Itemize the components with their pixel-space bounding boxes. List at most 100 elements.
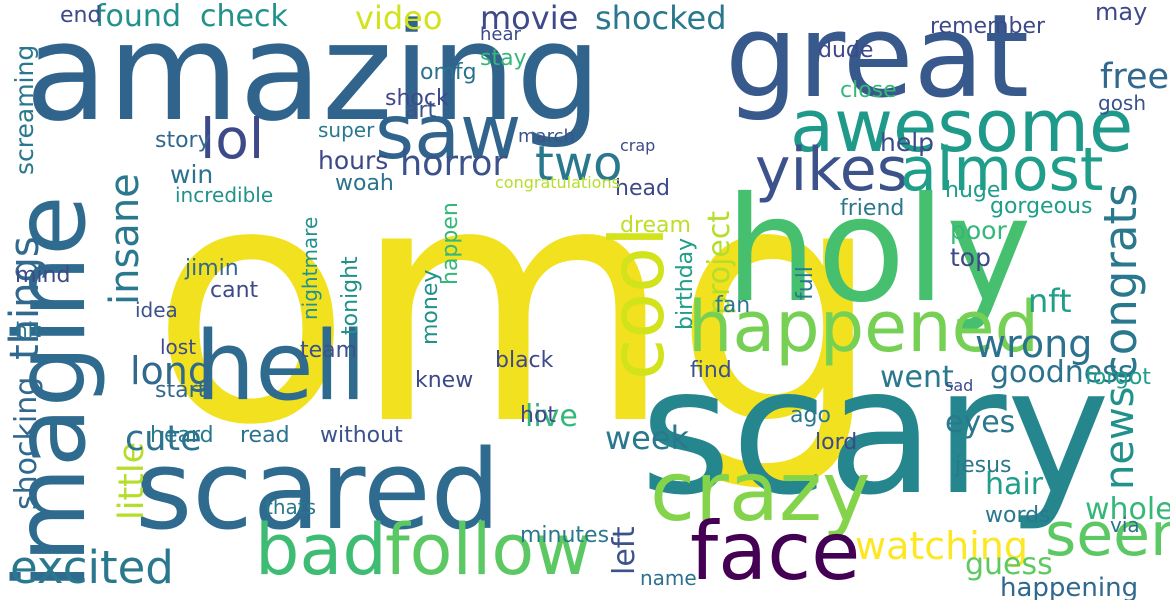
cloud-word: gorgeous xyxy=(990,194,1093,219)
cloud-word: happen xyxy=(438,202,463,285)
cloud-word: poor xyxy=(950,216,1007,245)
cloud-word: help xyxy=(880,128,935,157)
cloud-word: huge xyxy=(945,178,1001,203)
cloud-word: hours xyxy=(318,146,389,175)
cloud-word: bad xyxy=(255,509,387,591)
cloud-word: incredible xyxy=(175,183,274,207)
cloud-word: find xyxy=(690,358,732,383)
cloud-word: face xyxy=(690,505,861,598)
cloud-word: hair xyxy=(985,467,1044,502)
cloud-word: start xyxy=(155,378,207,403)
cloud-word: nightmare xyxy=(298,216,322,320)
cloud-word: lol xyxy=(200,107,265,171)
cloud-word: check xyxy=(200,0,288,34)
cloud-word: head xyxy=(615,176,670,201)
cloud-word: shocking xyxy=(9,376,44,510)
cloud-word: happened xyxy=(688,286,1040,368)
cloud-word: news xyxy=(1097,386,1143,490)
cloud-word: omg xyxy=(150,113,883,497)
cloud-word: congrats xyxy=(1094,183,1147,380)
cloud-word: amazing xyxy=(25,0,602,151)
cloud-word: two xyxy=(535,136,623,192)
cloud-word: gosh xyxy=(1098,91,1147,115)
cloud-word: full xyxy=(793,266,818,300)
cloud-word: saw xyxy=(375,88,522,176)
cloud-word: may xyxy=(1095,0,1148,26)
cloud-word: nft xyxy=(1028,282,1072,320)
cloud-word: congratulations xyxy=(495,173,620,192)
cloud-word: woah xyxy=(335,171,394,196)
cloud-word: crazy xyxy=(650,445,871,540)
cloud-word: movie xyxy=(480,0,579,37)
cloud-word: minutes xyxy=(520,523,610,548)
cloud-word: whole xyxy=(1085,492,1170,527)
cloud-word: found xyxy=(95,0,181,34)
cloud-word: jimin xyxy=(185,256,239,281)
cloud-word: scared xyxy=(135,426,501,554)
cloud-word: close xyxy=(840,78,897,103)
cloud-word: great xyxy=(725,0,1030,124)
cloud-word: end xyxy=(60,3,102,28)
cloud-word: sad xyxy=(945,376,974,395)
cloud-word: fan xyxy=(715,293,751,318)
cloud-word: watching xyxy=(855,524,1029,568)
cloud-word: yikes xyxy=(755,135,908,205)
cloud-word: screaming xyxy=(10,44,39,175)
cloud-word: dream xyxy=(620,213,691,238)
cloud-word: mind xyxy=(15,263,71,288)
cloud-word: jesus xyxy=(955,453,1012,478)
cloud-word: happening xyxy=(1000,573,1139,600)
cloud-word: video xyxy=(355,0,443,37)
cloud-word: read xyxy=(240,423,290,448)
cloud-word: insane xyxy=(102,173,148,305)
cloud-word: left xyxy=(607,526,642,575)
cloud-word: win xyxy=(170,160,214,189)
cloud-word: black xyxy=(495,348,554,373)
cloud-word: name xyxy=(640,566,697,590)
cloud-word: seen xyxy=(1045,500,1170,570)
cloud-word: cool xyxy=(593,226,681,380)
cloud-word: hear xyxy=(480,24,521,45)
cloud-word: guess xyxy=(965,547,1053,582)
cloud-word: heard xyxy=(150,423,214,448)
cloud-word: tonight xyxy=(338,256,363,335)
cloud-word: march xyxy=(518,126,575,147)
cloud-word: omfg xyxy=(420,60,477,85)
cloud-word: follow xyxy=(385,509,592,591)
cloud-word: knew xyxy=(415,368,474,393)
cloud-word: holy xyxy=(725,166,1032,335)
cloud-word: long xyxy=(130,349,213,393)
cloud-word: scary xyxy=(640,331,1111,534)
cloud-word: week xyxy=(605,419,690,457)
cloud-word: cute xyxy=(125,419,202,459)
cloud-word: hell xyxy=(195,312,367,422)
cloud-word: birthday xyxy=(673,237,698,330)
cloud-word: cant xyxy=(210,278,259,303)
cloud-word: stay xyxy=(480,46,527,71)
cloud-word: shocked xyxy=(595,0,727,37)
cloud-word: art xyxy=(405,98,437,123)
cloud-word: ago xyxy=(790,403,831,428)
cloud-word: went xyxy=(880,360,954,395)
cloud-word: via xyxy=(1110,513,1140,537)
cloud-word: story xyxy=(155,128,211,153)
cloud-word: thats xyxy=(265,495,317,519)
cloud-word: remember xyxy=(930,14,1046,39)
cloud-word: eyes xyxy=(945,405,1016,440)
cloud-word: forgot xyxy=(1085,365,1151,390)
cloud-word: crap xyxy=(620,136,656,155)
cloud-word: hot xyxy=(520,403,557,428)
cloud-word: shock xyxy=(385,86,449,111)
cloud-word: live xyxy=(525,399,578,434)
cloud-word: lost xyxy=(160,335,197,359)
cloud-word: top xyxy=(950,243,991,272)
cloud-word: friend xyxy=(840,196,905,221)
cloud-word: free xyxy=(1100,57,1170,97)
cloud-word: almost xyxy=(900,135,1104,205)
cloud-word: goodness xyxy=(990,355,1134,390)
cloud-word: without xyxy=(320,423,403,448)
cloud-word: idea xyxy=(135,298,178,322)
cloud-word: wrong xyxy=(975,322,1093,366)
cloud-word: team xyxy=(300,338,358,363)
